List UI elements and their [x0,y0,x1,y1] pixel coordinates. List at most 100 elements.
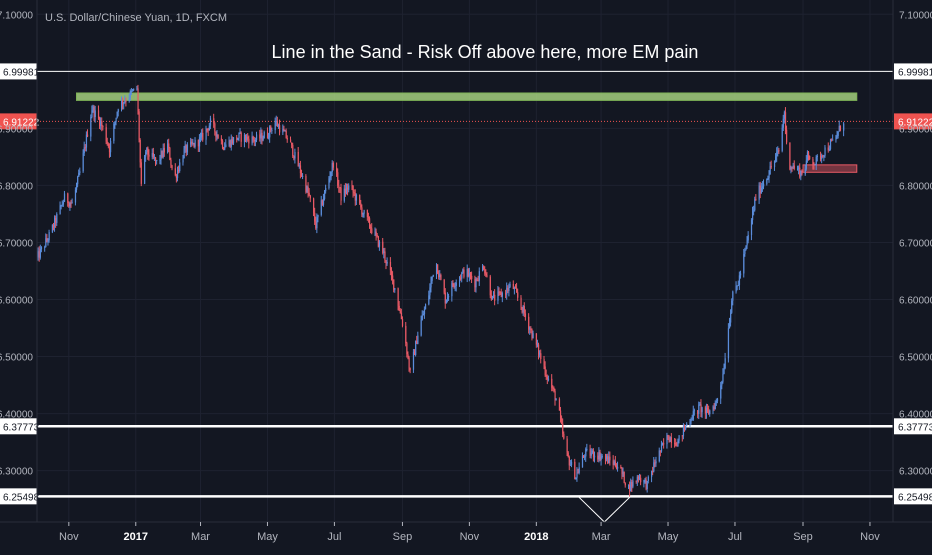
candle-body [584,456,586,458]
candle-body [653,462,655,472]
candle-body [578,467,580,473]
candle-body [221,140,224,148]
candle-body [520,297,522,308]
candle-body [360,203,362,208]
candle-body [828,149,831,151]
candle-body [117,109,119,113]
candle-body [484,269,486,274]
candle-body [224,147,226,150]
candle-body [475,279,477,288]
candle-body [829,140,832,150]
level-badge-left-label: 6.37773 [3,422,40,433]
candle-body [93,107,95,118]
candle-body [775,156,777,161]
candle-body [183,148,185,159]
candle-body [302,175,304,177]
candle-body [435,264,438,275]
candle-body [317,214,319,218]
candle-body [63,193,66,202]
candle-body [761,186,764,188]
candle-body [731,300,733,313]
candle-body [747,234,749,241]
candle-body [628,485,630,487]
candle-body [813,164,815,166]
candle-body [375,231,377,236]
candle-body [125,100,127,102]
candle-body [99,118,101,126]
candle-body [414,352,416,355]
candle-body [182,158,184,163]
candle-body [623,471,625,483]
candle-body [792,165,794,168]
candle-body [389,261,392,271]
candle-body [175,175,178,179]
candle-body [523,306,525,314]
candle-body [617,466,619,469]
candle-body [631,482,633,487]
candle-body [156,160,158,162]
candle-body [660,444,663,452]
candle-body [561,417,563,424]
candle-body [228,140,230,145]
price-badge-left [0,113,37,130]
candle-body [736,285,738,287]
candle-body [622,471,624,474]
candle-body [651,470,653,477]
candle-body [508,286,510,291]
candle-body [60,205,62,207]
candle-body [421,315,423,321]
candle-body [767,178,769,180]
level-badge-left [0,488,37,505]
candle-body [778,150,780,152]
candle-body [832,139,834,141]
y-tick-label-left: 7.10000 [0,10,33,21]
candle-body [306,186,308,192]
candle-body [547,378,550,380]
candle-body [216,134,218,137]
candle-body [581,456,584,468]
candle-body [186,144,189,153]
candle-body [254,139,257,142]
candle-body [110,140,112,153]
candle-body [309,195,311,199]
candle-body [468,273,471,277]
candle-body [190,141,192,145]
candle-body [678,435,680,441]
candle-body [431,276,433,281]
zone-layer [76,92,858,173]
candle-body [604,456,607,459]
candle-body [136,88,138,90]
candle-body [466,269,468,277]
candle-body [322,198,325,205]
candle-body [553,387,555,391]
candle-body [400,312,403,320]
candle-body [266,132,269,138]
candle-body [337,172,339,186]
candle-body [528,316,530,330]
candle-body [382,241,384,253]
candle-body [478,271,480,281]
candle-body [454,285,456,287]
candle-body [208,125,210,131]
candle-body [100,121,102,126]
candle-body [174,168,176,176]
candle-body [274,121,276,130]
candle-body [46,238,48,241]
symbol-label: U.S. Dollar/Chinese Yuan, 1D, FXCM [45,12,227,24]
candle-body [269,126,271,138]
candle-body [824,147,826,156]
candle-body [531,329,533,339]
candle-body [677,440,679,447]
candle-body [835,136,837,140]
candle-body [647,476,649,481]
candle-body [462,269,464,273]
candle-body [843,123,845,131]
candle-body [799,167,801,177]
candle-body [91,110,93,118]
candle-body [704,407,707,414]
candle-body [612,460,614,465]
candle-body [712,407,714,411]
candle-body [812,159,814,165]
candle-body [613,461,615,465]
